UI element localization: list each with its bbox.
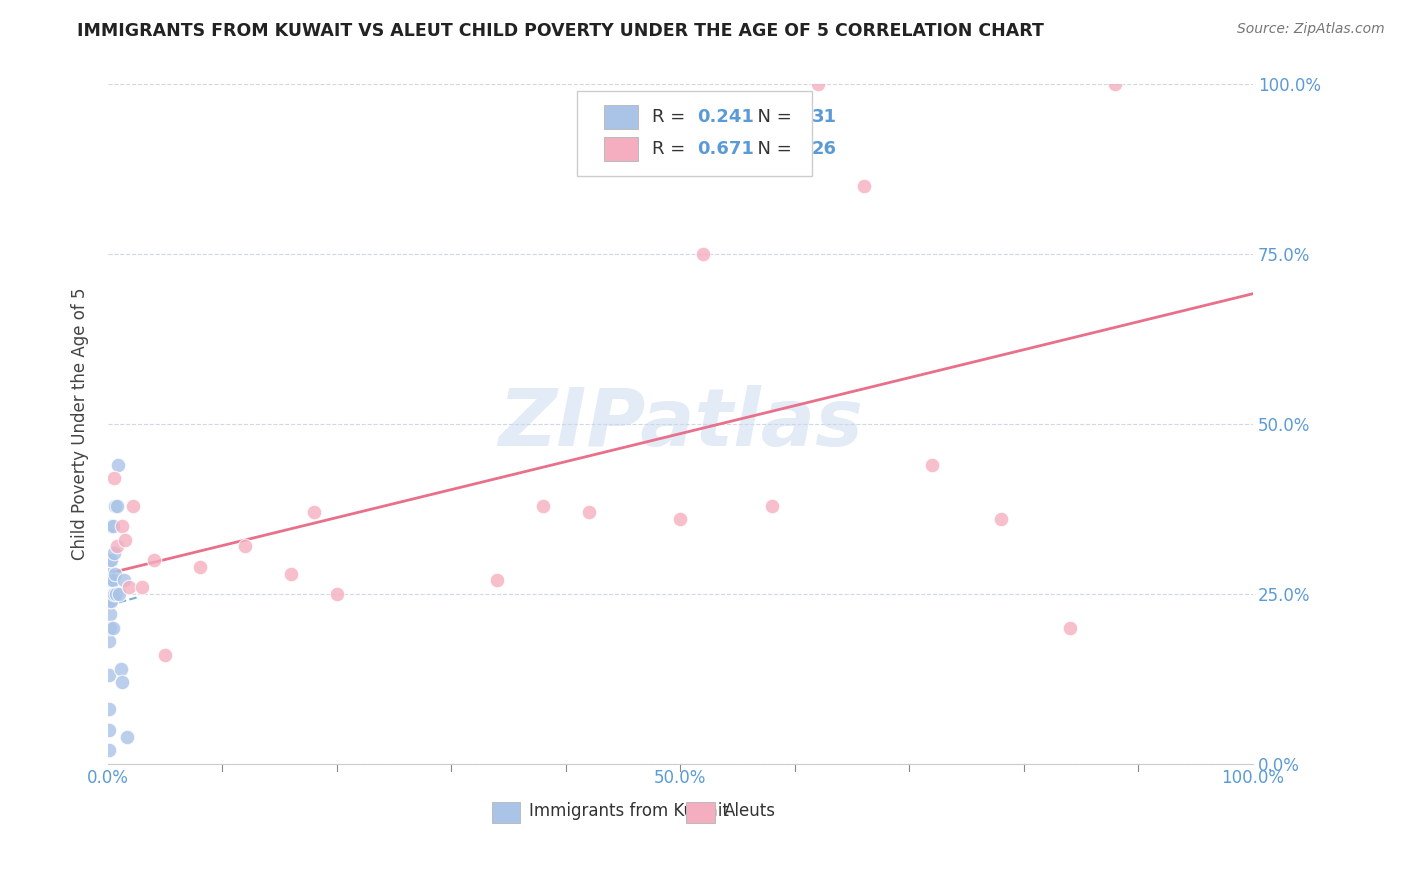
Point <box>100 593 122 607</box>
Point <box>98 593 121 607</box>
Point <box>111 675 134 690</box>
Point <box>807 78 830 92</box>
Point <box>101 574 124 588</box>
Point <box>921 458 943 472</box>
Point <box>122 499 145 513</box>
Point <box>142 553 165 567</box>
Point <box>692 247 714 261</box>
Point <box>98 566 121 581</box>
Point <box>107 458 129 472</box>
FancyBboxPatch shape <box>603 105 638 129</box>
Point <box>302 505 325 519</box>
Point <box>101 621 124 635</box>
Text: 0.671: 0.671 <box>697 140 755 158</box>
Point <box>1104 78 1126 92</box>
FancyBboxPatch shape <box>603 136 638 161</box>
Point <box>105 499 128 513</box>
Point <box>105 540 128 554</box>
Text: IMMIGRANTS FROM KUWAIT VS ALEUT CHILD POVERTY UNDER THE AGE OF 5 CORRELATION CHA: IMMIGRANTS FROM KUWAIT VS ALEUT CHILD PO… <box>77 22 1045 40</box>
Point <box>103 587 125 601</box>
Point <box>105 587 128 601</box>
Point <box>117 580 139 594</box>
Text: N =: N = <box>745 140 797 158</box>
Point <box>188 559 211 574</box>
Point <box>100 553 122 567</box>
Point <box>97 702 120 716</box>
Point <box>117 730 139 744</box>
Text: N =: N = <box>745 108 797 126</box>
Point <box>111 519 134 533</box>
Point <box>100 519 122 533</box>
Point <box>852 179 875 194</box>
Text: Aleuts: Aleuts <box>724 802 776 821</box>
Text: R =: R = <box>652 140 690 158</box>
Point <box>486 574 509 588</box>
Text: R =: R = <box>652 108 690 126</box>
Text: 26: 26 <box>813 140 837 158</box>
Point <box>326 587 349 601</box>
Text: 0.241: 0.241 <box>697 108 755 126</box>
Point <box>98 634 121 648</box>
Point <box>97 743 120 757</box>
Point <box>761 499 783 513</box>
Point <box>98 607 121 622</box>
Point <box>103 546 125 560</box>
Point <box>131 580 153 594</box>
Point <box>114 533 136 547</box>
Point <box>108 587 131 601</box>
Point <box>235 540 257 554</box>
FancyBboxPatch shape <box>578 91 813 176</box>
Point <box>100 574 122 588</box>
Point <box>531 499 554 513</box>
Point <box>669 512 692 526</box>
Point <box>98 574 121 588</box>
Point <box>112 574 135 588</box>
FancyBboxPatch shape <box>492 803 520 822</box>
Text: Source: ZipAtlas.com: Source: ZipAtlas.com <box>1237 22 1385 37</box>
Point <box>101 519 124 533</box>
Point <box>104 499 127 513</box>
Point <box>98 668 121 682</box>
Point <box>104 566 127 581</box>
Text: 31: 31 <box>813 108 837 126</box>
Point <box>990 512 1012 526</box>
Point <box>98 621 121 635</box>
Point <box>578 505 600 519</box>
Point <box>155 648 177 662</box>
FancyBboxPatch shape <box>686 803 714 822</box>
Text: Immigrants from Kuwait: Immigrants from Kuwait <box>529 802 730 821</box>
Point <box>280 566 302 581</box>
Point <box>98 723 121 737</box>
Point <box>98 593 121 607</box>
Point <box>103 471 125 485</box>
Point <box>110 662 132 676</box>
Text: ZIPatlas: ZIPatlas <box>498 385 863 463</box>
Point <box>98 553 121 567</box>
Point <box>1059 621 1081 635</box>
Y-axis label: Child Poverty Under the Age of 5: Child Poverty Under the Age of 5 <box>72 288 89 560</box>
